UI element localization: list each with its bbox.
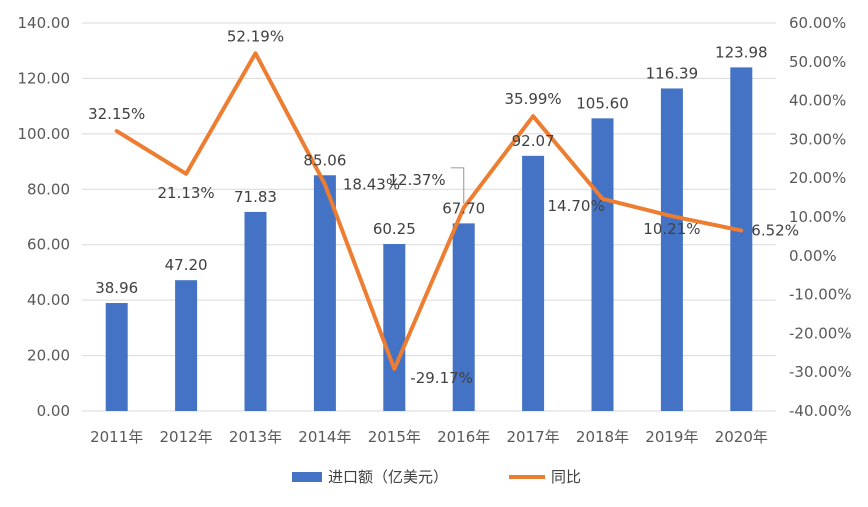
x-axis-tick-label: 2018年 (576, 428, 629, 446)
right-axis-ticks: -40.00% -30.00% -20.00% -10.00% 0.00% 10.00% 2… (789, 14, 852, 420)
legend-bar-swatch (292, 472, 322, 482)
line-data-labels: 32.15% 21.13% 52.19% 18.43% -29.17% 12.37% 35.… (88, 27, 799, 387)
x-axis-tick-label: 2013年 (229, 428, 282, 446)
legend-bar-label: 进口额（亿美元） (328, 468, 448, 486)
bar-value-label: 67.70 (442, 199, 485, 217)
bar-value-label: 47.20 (165, 256, 208, 274)
left-axis-tick-label: 100.00 (18, 125, 71, 143)
line-series (114, 51, 744, 371)
line-value-label: 52.19% (227, 27, 284, 45)
right-axis-tick-label: 40.00% (789, 92, 846, 110)
label-leader-line (450, 167, 465, 204)
right-axis-tick-label: -10.00% (789, 286, 852, 304)
right-axis-tick-label: -20.00% (789, 324, 852, 342)
x-axis-tick-label: 2015年 (368, 428, 421, 446)
x-axis-tick-label: 2011年 (90, 428, 143, 446)
line-value-label: 10.21% (643, 220, 700, 238)
line-value-label: 14.70% (548, 197, 605, 215)
bar (452, 223, 475, 411)
bar-value-label: 85.06 (303, 151, 346, 169)
bar-series (105, 67, 753, 412)
right-axis-tick-label: 10.00% (789, 208, 846, 226)
x-axis-tick-label: 2019年 (645, 428, 698, 446)
legend-line-label: 同比 (551, 468, 581, 486)
right-axis-tick-label: 20.00% (789, 169, 846, 187)
bar-value-label: 92.07 (512, 132, 555, 150)
bar-value-label: 38.96 (95, 279, 138, 297)
line-value-label: 12.37% (388, 171, 445, 189)
bar-value-label: 105.60 (576, 94, 629, 112)
right-axis-tick-label: 60.00% (789, 14, 846, 32)
bar (660, 88, 683, 412)
x-axis-tick-label: 2017年 (507, 428, 560, 446)
left-axis-tick-label: 140.00 (18, 14, 71, 32)
bar (730, 67, 753, 411)
line-value-label: 21.13% (157, 184, 214, 202)
left-axis-tick-label: 20.00 (27, 347, 70, 365)
bar (522, 155, 545, 411)
bar (105, 303, 128, 411)
left-axis-tick-label: 80.00 (27, 180, 70, 198)
bar-value-label: 71.83 (234, 188, 277, 206)
right-axis-tick-label: -40.00% (789, 402, 852, 420)
line-value-label: 6.52% (751, 222, 799, 240)
line-value-label: 35.99% (504, 90, 561, 108)
line-value-label: -29.17% (410, 369, 473, 387)
bar-value-label: 60.25 (373, 220, 416, 238)
right-axis-tick-label: 30.00% (789, 130, 846, 148)
bar-value-label: 116.39 (646, 64, 699, 82)
right-axis-tick-label: -30.00% (789, 363, 852, 381)
x-axis-ticks: 2011年 2012年 2013年 2014年 2015年 2016年 2017年 2018年… (90, 428, 768, 446)
bar (591, 118, 614, 411)
left-axis-tick-label: 120.00 (18, 69, 71, 87)
gridlines (82, 22, 776, 412)
bar (383, 244, 406, 411)
left-axis-ticks: 0.00 20.00 40.00 60.00 80.00 100.00 120.00 140.… (18, 14, 71, 420)
bar-value-label: 123.98 (715, 43, 768, 61)
legend: 进口额（亿美元） 同比 (292, 468, 581, 486)
right-axis-tick-label: 0.00% (789, 247, 837, 265)
left-axis-tick-label: 60.00 (27, 236, 70, 254)
line-value-label: 18.43% (343, 175, 400, 193)
bar (175, 280, 198, 411)
bar (313, 175, 336, 411)
growth-line (114, 51, 744, 371)
line-value-label: 32.15% (88, 105, 145, 123)
left-axis-tick-label: 0.00 (37, 402, 70, 420)
right-axis-tick-label: 50.00% (789, 53, 846, 71)
left-axis-tick-label: 40.00 (27, 291, 70, 309)
x-axis-tick-label: 2014年 (298, 428, 351, 446)
bar-data-labels: 38.96 47.20 71.83 85.06 60.25 67.70 92.07 105.6… (95, 43, 767, 297)
x-axis-tick-label: 2016年 (437, 428, 490, 446)
x-axis-tick-label: 2012年 (160, 428, 213, 446)
bar (244, 211, 267, 411)
x-axis-tick-label: 2020年 (715, 428, 768, 446)
